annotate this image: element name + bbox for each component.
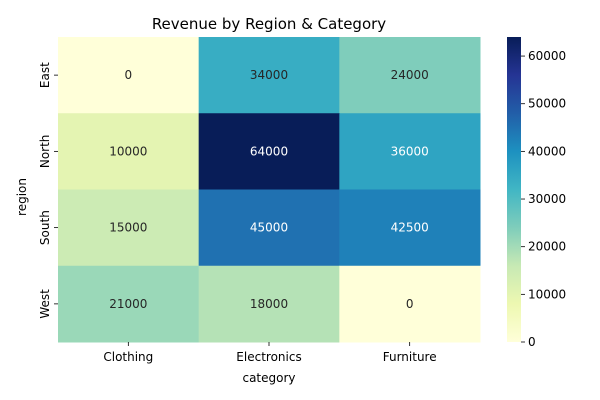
cell-value-label: 42500 bbox=[391, 221, 429, 235]
y-tick-label: North bbox=[38, 135, 52, 169]
x-tick-labels: Clothing Electronics Furniture bbox=[103, 342, 437, 364]
cell-value-label: 24000 bbox=[391, 68, 429, 82]
heatmap-cell bbox=[58, 189, 200, 267]
colorbar-tick-label: 10000 bbox=[528, 287, 566, 301]
cell-value-label: 0 bbox=[406, 297, 414, 311]
heatmap-cell bbox=[198, 265, 340, 343]
colorbar-ticks: 0 10000 20000 30000 40000 50000 60000 bbox=[521, 49, 566, 349]
x-tick-label: Furniture bbox=[383, 350, 437, 364]
heatmap-cells: 0 34000 24000 10000 64000 36000 15000 45000 4250… bbox=[58, 37, 481, 343]
colorbar-tick-label: 40000 bbox=[528, 144, 566, 158]
colorbar-tick-label: 0 bbox=[528, 335, 536, 349]
heatmap-cell bbox=[58, 113, 200, 190]
colorbar-tick-label: 50000 bbox=[528, 97, 566, 111]
colorbar-tick-label: 30000 bbox=[528, 192, 566, 206]
cell-value-label: 36000 bbox=[391, 144, 429, 158]
heatmap-cell bbox=[198, 189, 340, 267]
cell-value-label: 18000 bbox=[250, 297, 288, 311]
y-tick-label: West bbox=[38, 289, 52, 319]
heatmap-cell bbox=[58, 265, 200, 343]
cell-value-label: 34000 bbox=[250, 68, 288, 82]
y-axis-label: region bbox=[15, 178, 29, 216]
x-tick-label: Clothing bbox=[103, 350, 153, 364]
cell-value-label: 10000 bbox=[109, 144, 147, 158]
cell-value-label: 64000 bbox=[250, 144, 288, 158]
y-tick-label: South bbox=[38, 210, 52, 245]
heatmap-cell bbox=[339, 113, 481, 190]
heatmap-cell bbox=[58, 37, 200, 114]
heatmap-cell bbox=[339, 37, 481, 114]
heatmap-cell bbox=[198, 113, 340, 190]
y-tick-labels: East North South West bbox=[38, 62, 58, 319]
colorbar bbox=[507, 37, 521, 342]
heatmap-cell bbox=[198, 37, 340, 114]
cell-value-label: 45000 bbox=[250, 221, 288, 235]
y-tick-label: East bbox=[38, 62, 52, 88]
cell-value-label: 21000 bbox=[109, 297, 147, 311]
colorbar-tick-label: 20000 bbox=[528, 240, 566, 254]
cell-value-label: 15000 bbox=[109, 221, 147, 235]
heatmap-cell bbox=[339, 265, 481, 343]
cell-value-label: 0 bbox=[125, 68, 133, 82]
heatmap-cell bbox=[339, 189, 481, 267]
x-tick-label: Electronics bbox=[236, 350, 301, 364]
x-axis-label: category bbox=[242, 371, 295, 385]
colorbar-tick-label: 60000 bbox=[528, 49, 566, 63]
chart-title: Revenue by Region & Category bbox=[152, 15, 386, 33]
